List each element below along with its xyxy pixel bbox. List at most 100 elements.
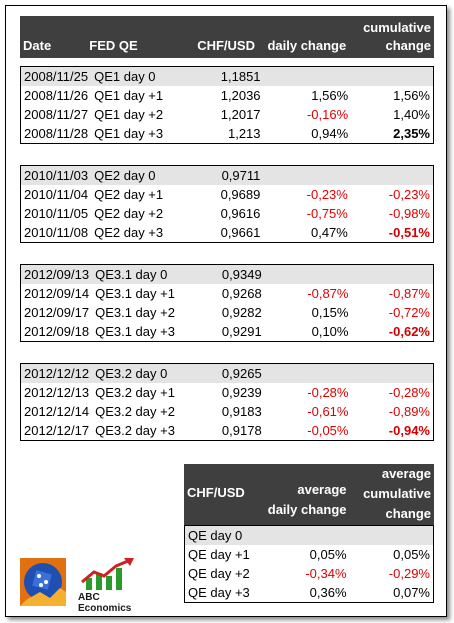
summary-header-avg-daily-line1: average [297, 482, 347, 497]
cell-cum: -0,87% [388, 286, 430, 301]
cell-rate: 0,9282 [221, 305, 262, 320]
qe-group-4: 2012/12/12 QE3.2 day 0 0,9265 2012/12/13… [20, 363, 434, 441]
cell-date: 2008/11/28 [24, 126, 89, 141]
cell-qe: QE1 day +1 [94, 88, 164, 103]
cell-qe: QE3.1 day +2 [95, 305, 175, 320]
cell-cum: -0,62% [388, 324, 430, 339]
cell-cum: -0,89% [388, 404, 430, 419]
cell-rate: 0,9616 [220, 206, 261, 221]
cell-cum [351, 67, 433, 87]
cell-daily: -0,75% [306, 206, 348, 221]
cell-qe: QE1 day +2 [94, 107, 164, 122]
header-cumulative-line1: cumulative [363, 20, 431, 35]
cell-daily: 0,94% [311, 126, 349, 141]
table-row: 2010/11/08 QE2 day +3 0,9661 0,47% -0,51… [21, 223, 434, 243]
table-row: 2012/12/14 QE3.2 day +2 0,9183 -0,61% -0… [21, 402, 434, 421]
cell-rate: 0,9239 [221, 385, 262, 400]
cell-cum [351, 364, 433, 384]
cell-daily: 1,56% [311, 88, 349, 103]
header-fed-qe: FED QE [89, 38, 138, 53]
cell-cum [351, 166, 434, 186]
cell-qe: QE3.1 day 0 [95, 267, 168, 282]
cell-cum: -0,98% [388, 206, 430, 221]
cell-date: 2012/09/14 [24, 286, 90, 301]
cell-date: 2012/12/12 [24, 366, 90, 381]
cell-rate: 1,213 [227, 126, 261, 141]
table-row: 2012/09/13 QE3.1 day 0 0,9349 [20, 264, 434, 285]
table-row: 2010/11/05 QE2 day +2 0,9616 -0,75% -0,9… [21, 204, 434, 223]
summary-label: QE day +1 [188, 547, 250, 562]
summary-label: QE day +2 [188, 566, 250, 581]
cell-daily: 0,15% [311, 305, 349, 320]
cell-cum: -0,72% [388, 305, 430, 320]
cell-date: 2010/11/08 [24, 225, 89, 240]
cell-rate: 0,9268 [221, 286, 262, 301]
cell-date: 2008/11/27 [24, 107, 89, 122]
cell-daily: -0,23% [306, 187, 348, 202]
cell-cum: 1,40% [393, 107, 430, 122]
summary-cum [350, 526, 434, 546]
summary-table: QE day 0 QE day +1 0,05% 0,05% QE day +2… [184, 525, 434, 603]
header-cumulative-line2: change [385, 38, 431, 53]
table-row: QE day +1 0,05% 0,05% [185, 545, 434, 564]
summary-header-avg-daily-line2: daily change [267, 502, 347, 517]
summary-daily: 0,05% [309, 547, 347, 562]
summary-label: QE day +3 [188, 585, 250, 600]
summary-label: QE day 0 [188, 528, 243, 543]
qe-group-1: 2008/11/25 QE1 day 0 1,1851 2008/11/26 Q… [20, 66, 434, 144]
table-row: 2008/11/26 QE1 day +1 1,2036 1,56% 1,56% [21, 86, 434, 105]
cell-qe: QE3.1 day +3 [95, 324, 175, 339]
dice-globe-icon [20, 558, 66, 606]
summary-header-avg-cum-line3: change [385, 506, 431, 521]
cell-cum: 2,35% [393, 126, 430, 141]
cell-qe: QE3.2 day +3 [95, 423, 175, 438]
cell-date: 2008/11/26 [24, 88, 89, 103]
growth-chart-icon [81, 558, 134, 590]
cell-rate: 0,9689 [220, 187, 261, 202]
cell-date: 2010/11/04 [24, 187, 89, 202]
cell-qe: QE2 day +1 [94, 187, 164, 202]
cell-rate: 0,9178 [221, 423, 262, 438]
table-row: 2008/11/25 QE1 day 0 1,1851 [20, 66, 434, 87]
summary-header-avg-cum-line2: cumulative [363, 486, 431, 501]
cell-daily: -0,05% [307, 423, 349, 438]
cell-cum: -0,23% [388, 187, 430, 202]
table-row: QE day +2 -0,34% -0,29% [185, 564, 434, 583]
cell-qe: QE1 day +3 [94, 126, 164, 141]
cell-qe: QE2 day +3 [94, 225, 164, 240]
cell-daily: -0,61% [307, 404, 349, 419]
cell-date: 2012/09/17 [24, 305, 90, 320]
cell-daily [265, 265, 352, 285]
cell-qe: QE3.2 day 0 [95, 366, 168, 381]
cell-rate: 0,9265 [221, 366, 262, 381]
table-row: QE day +3 0,36% 0,07% [185, 583, 434, 603]
table-row: 2008/11/28 QE1 day +3 1,213 0,94% 2,35% [21, 124, 434, 144]
cell-date: 2012/12/13 [24, 385, 90, 400]
cell-daily: -0,28% [307, 385, 349, 400]
cell-daily: -0,16% [306, 107, 349, 122]
cell-cum: -0,28% [388, 385, 430, 400]
summary-header-label: CHF/USD [187, 485, 245, 500]
cell-daily [264, 67, 352, 87]
summary-cum: -0,29% [388, 566, 430, 581]
table-row: 2012/09/18 QE3.1 day +3 0,9291 0,10% -0,… [21, 322, 434, 342]
summary-header-avg-cum-line1: average [381, 466, 431, 481]
table-row: 2012/12/13 QE3.2 day +1 0,9239 -0,28% -0… [21, 383, 434, 402]
cell-qe: QE3.2 day +1 [95, 385, 175, 400]
cell-date: 2012/09/18 [24, 324, 90, 339]
cell-qe: QE1 day 0 [94, 69, 156, 84]
summary-header: CHF/USD average daily change average cum… [184, 464, 434, 526]
cell-rate: 0,9711 [221, 168, 261, 183]
table-row: 2012/12/12 QE3.2 day 0 0,9265 [20, 363, 434, 384]
qe-group-3: 2012/09/13 QE3.1 day 0 0,9349 2012/09/14… [20, 264, 434, 342]
cell-qe: QE3.2 day +2 [95, 404, 175, 419]
cell-daily: 0,47% [310, 225, 348, 240]
logo-text: ABC Economics [78, 592, 132, 614]
cell-rate: 0,9349 [221, 267, 262, 282]
cell-cum: 1,56% [393, 88, 430, 103]
summary-cum: 0,07% [393, 585, 430, 600]
summary-header-avg-daily: average daily change [258, 464, 349, 526]
cell-daily: -0,87% [307, 286, 349, 301]
cell-qe: QE3.1 day +1 [95, 286, 175, 301]
header-daily-change: daily change [267, 38, 347, 53]
